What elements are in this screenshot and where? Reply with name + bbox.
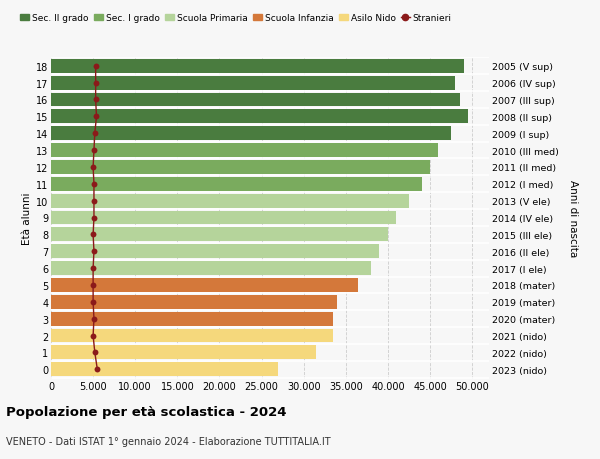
Bar bbox=[51, 127, 451, 141]
Y-axis label: Età alunni: Età alunni bbox=[22, 192, 32, 244]
Point bbox=[91, 63, 100, 70]
Bar bbox=[51, 363, 278, 376]
Point bbox=[90, 130, 100, 138]
Point bbox=[90, 349, 100, 356]
Text: VENETO - Dati ISTAT 1° gennaio 2024 - Elaborazione TUTTITALIA.IT: VENETO - Dati ISTAT 1° gennaio 2024 - El… bbox=[6, 437, 331, 446]
Bar bbox=[51, 245, 379, 258]
Point bbox=[92, 113, 101, 121]
Point bbox=[91, 96, 100, 104]
Point bbox=[88, 231, 98, 239]
Point bbox=[89, 248, 99, 255]
Bar bbox=[51, 93, 460, 107]
Point bbox=[89, 214, 99, 222]
Bar bbox=[51, 329, 333, 343]
Point bbox=[92, 366, 102, 373]
Bar bbox=[51, 178, 422, 191]
Bar bbox=[51, 77, 455, 90]
Point bbox=[89, 147, 99, 154]
Bar bbox=[51, 110, 468, 124]
Bar bbox=[51, 228, 388, 242]
Point bbox=[89, 315, 99, 323]
Bar bbox=[51, 279, 358, 292]
Legend: Sec. II grado, Sec. I grado, Scuola Primaria, Scuola Infanzia, Asilo Nido, Stran: Sec. II grado, Sec. I grado, Scuola Prim… bbox=[20, 14, 452, 23]
Bar bbox=[51, 194, 409, 208]
Bar bbox=[51, 312, 333, 326]
Point bbox=[91, 80, 100, 87]
Bar bbox=[51, 144, 439, 157]
Text: Popolazione per età scolastica - 2024: Popolazione per età scolastica - 2024 bbox=[6, 405, 287, 419]
Point bbox=[88, 332, 98, 340]
Point bbox=[88, 265, 98, 272]
Point bbox=[89, 197, 99, 205]
Bar bbox=[51, 346, 316, 359]
Bar bbox=[51, 262, 371, 275]
Y-axis label: Anni di nascita: Anni di nascita bbox=[568, 179, 578, 257]
Bar bbox=[51, 60, 464, 73]
Bar bbox=[51, 295, 337, 309]
Bar bbox=[51, 161, 430, 174]
Point bbox=[88, 298, 98, 306]
Bar bbox=[51, 211, 397, 225]
Point bbox=[89, 181, 99, 188]
Point bbox=[88, 164, 98, 171]
Point bbox=[88, 282, 98, 289]
